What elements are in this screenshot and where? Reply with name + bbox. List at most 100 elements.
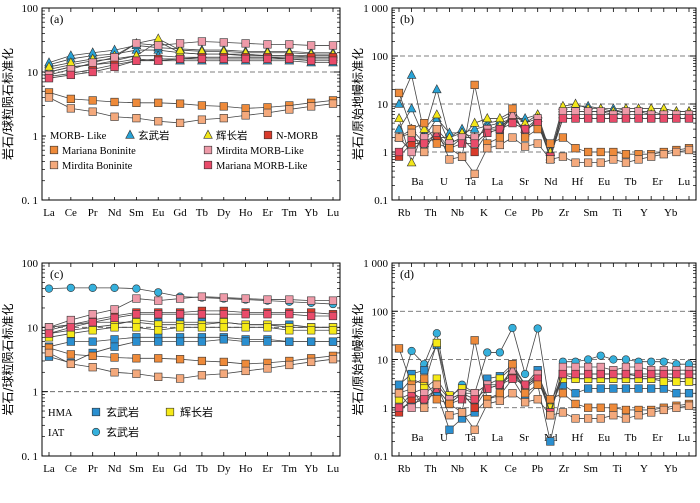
x-tick-label: Pr [88,207,98,219]
x-tick-label: Ce [65,463,77,475]
data-point [175,374,185,383]
data-point [154,288,163,297]
data-point [285,295,294,304]
data-point [88,310,97,319]
data-point [621,405,631,415]
data-point [328,41,338,50]
data-point [571,369,580,379]
data-point [263,364,272,373]
data-point [241,111,250,120]
x-tick-label: Ho [239,463,253,475]
data-point [219,323,228,332]
x-tick-label: Eu [598,176,611,188]
legend-label: 玄武岩 [106,425,139,439]
series-8 [394,124,694,178]
legend-heading: IAT [48,428,65,439]
data-point [647,369,656,379]
data-point [495,140,504,150]
data-point [584,107,593,116]
data-point [546,155,555,164]
data-point [571,158,580,167]
data-point [285,40,294,49]
series-line [398,84,690,158]
data-point [508,374,517,383]
data-point [263,54,272,64]
data-point [420,374,429,383]
data-point [647,114,656,123]
data-point [197,37,207,46]
y-tick-label: 1 [383,147,389,159]
legend-marker [203,145,213,155]
data-point [432,84,442,94]
data-point [110,53,119,62]
data-point [66,94,75,103]
y-axis-title: 岩石/原始地幔标准化 [350,303,365,415]
data-point [132,114,141,123]
data-point [394,147,404,157]
x-tick-label: Hf [572,432,584,444]
x-tick-label: U [440,176,448,188]
legend-marker [165,407,175,417]
data-point [285,310,294,319]
panel-label: (b) [400,12,414,26]
data-point [672,377,681,386]
legend-label: Mirdita MORB-Like [216,146,304,157]
data-point [596,351,605,360]
data-point [659,384,668,393]
data-point [558,133,568,142]
data-point [154,372,163,381]
data-point [483,384,492,393]
data-point [470,80,479,89]
data-point [175,118,185,128]
data-point [132,294,141,303]
data-point [609,411,618,420]
data-point [407,346,416,356]
data-point [634,107,643,116]
data-point [647,384,656,393]
legend-marker [49,160,59,170]
legend-label: 辉长岩 [180,405,213,419]
data-point [584,158,593,167]
data-point [241,337,250,346]
y-tick-label: 10 [27,67,39,79]
data-point [132,354,141,363]
data-point [571,114,580,123]
data-point [219,335,228,344]
data-point [546,139,555,148]
data-point [659,357,668,366]
data-point [621,362,631,372]
data-point [44,348,54,358]
data-point [307,357,316,367]
panel-label: (a) [50,12,63,26]
data-point [88,318,97,327]
data-point [241,104,250,113]
data-point [596,114,605,123]
data-point [571,389,580,398]
data-point [328,99,338,108]
data-point [88,67,97,77]
legend-label: Mariana MORB-Like [216,161,308,172]
data-point [175,355,185,364]
data-point [263,310,272,319]
data-point [241,366,250,376]
x-tick-label: Lu [327,463,340,475]
x-tick-label: Sm [583,463,598,475]
data-point [307,326,316,335]
data-point [110,283,119,293]
series-line [48,45,333,64]
x-tick-label: Pb [532,463,544,475]
data-point [394,380,404,389]
data-point [420,139,429,148]
x-tick-label: Ce [505,207,517,219]
data-point [508,360,517,369]
x-tick-label: Lu [678,432,691,444]
data-point [219,114,228,123]
series-9 [394,380,694,434]
y-tick-label: 0.1 [374,451,388,463]
data-point [66,337,75,346]
legend-label: 辉长岩 [216,129,248,142]
data-point [285,337,294,346]
x-tick-label: Sr [519,176,529,188]
data-point [596,403,605,412]
data-point [584,384,593,393]
